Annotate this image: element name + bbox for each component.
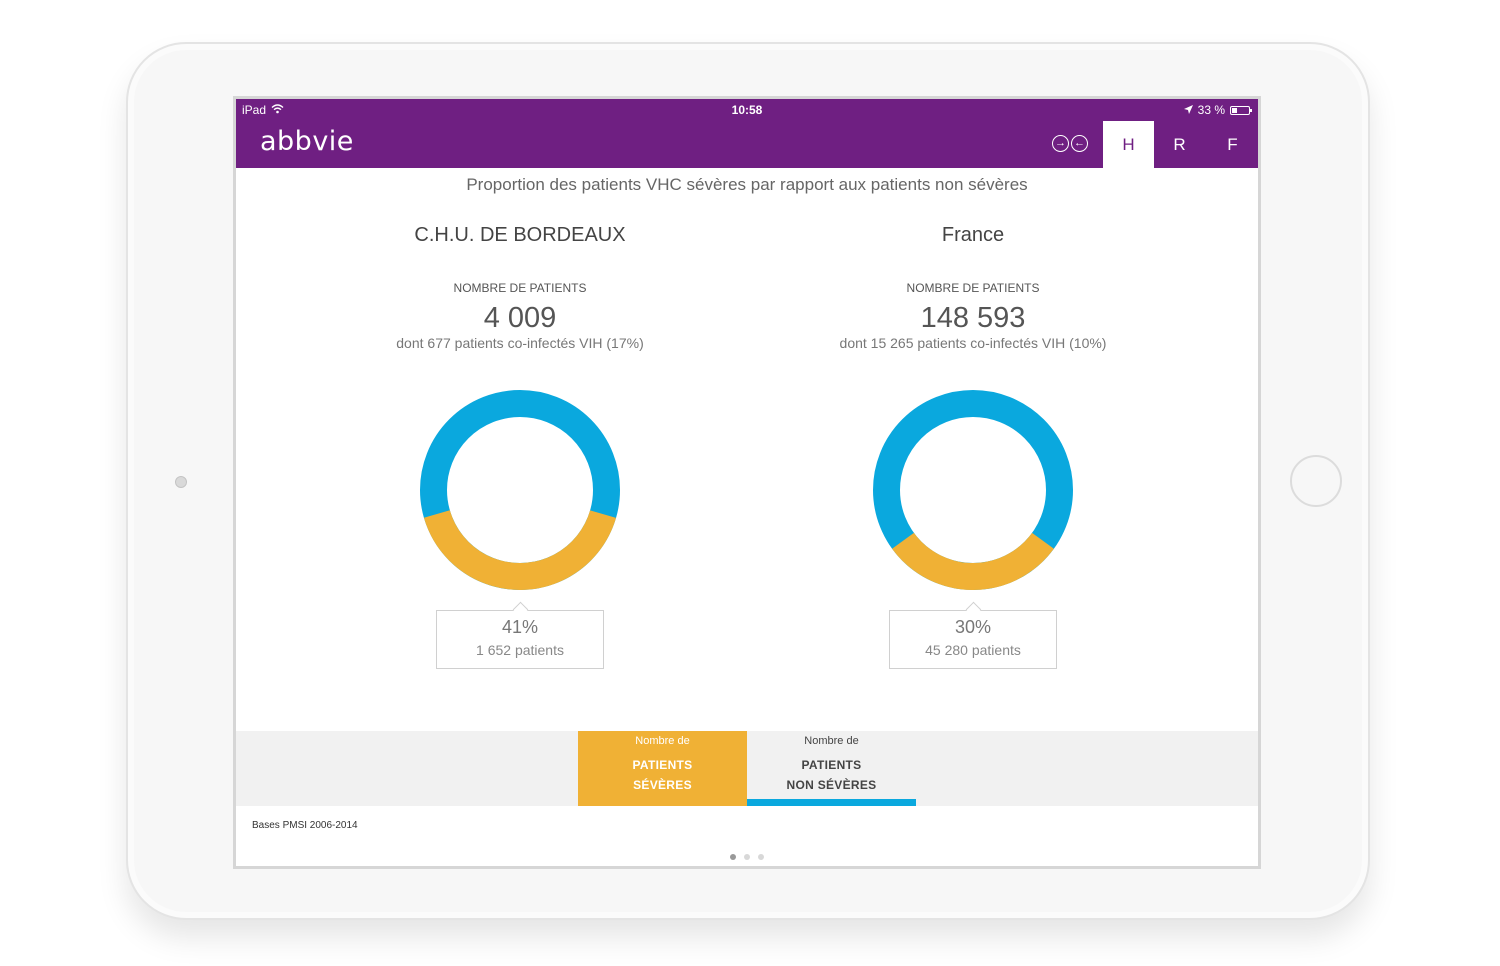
tab-h[interactable]: H <box>1103 121 1154 168</box>
clock: 10:58 <box>731 103 763 117</box>
severe-percent: 30% <box>954 617 992 637</box>
legend-nonsevere-button[interactable]: Nombre de PATIENTS NON SÉVÈRES <box>747 731 916 806</box>
severe-percent: 41% <box>501 617 539 637</box>
panel-caption: NOMBRE DE PATIENTS <box>453 281 587 295</box>
coinfected-text: dont 15 265 patients co-infectés VIH (10… <box>839 335 1107 351</box>
page-dot[interactable] <box>730 854 736 860</box>
donut-chart-france[interactable] <box>872 389 1074 591</box>
panel-france: France NOMBRE DE PATIENTS 148 593 dont 1… <box>773 219 1173 351</box>
tab-f[interactable]: F <box>1227 135 1238 154</box>
battery-percent: 33 % <box>1197 103 1225 117</box>
legend-line: SÉVÈRES <box>633 778 692 792</box>
patient-count: 4 009 <box>483 302 557 334</box>
source-note: Bases PMSI 2006-2014 <box>252 820 358 831</box>
arrow-left-icon[interactable]: ← <box>1071 135 1088 152</box>
donut-severe-segment <box>420 390 620 590</box>
panel-chu-bordeaux: C.H.U. DE BORDEAUX NOMBRE DE PATIENTS 4 … <box>320 219 720 351</box>
arrow-right-icon[interactable]: → <box>1052 135 1069 152</box>
donut-chart-chu[interactable] <box>419 389 621 591</box>
nav-bar: abbvie → ← H R F <box>236 121 1258 168</box>
legend-small-label: Nombre de <box>635 735 690 747</box>
legend-line: PATIENTS <box>801 758 862 772</box>
severe-patients: 45 280 patients <box>925 642 1021 658</box>
home-button[interactable] <box>1290 455 1342 507</box>
wifi-icon <box>271 99 284 121</box>
panel-name: C.H.U. DE BORDEAUX <box>414 224 626 246</box>
legend-severe-button[interactable]: Nombre de PATIENTS SÉVÈRES <box>578 731 747 806</box>
legend-bar: Nombre de PATIENTS SÉVÈRES Nombre de PAT… <box>236 731 1258 806</box>
battery-icon <box>1230 105 1252 115</box>
donut-severe-segment <box>873 390 1073 590</box>
location-icon <box>1183 99 1193 121</box>
legend-small-label: Nombre de <box>804 735 859 747</box>
page-dot[interactable] <box>758 854 764 860</box>
navigation-arrows: → ← <box>1052 135 1088 152</box>
page-dot[interactable] <box>744 854 750 860</box>
page-title: Proportion des patients VHC sévères par … <box>466 175 1028 194</box>
panel-caption: NOMBRE DE PATIENTS <box>906 281 1040 295</box>
carrier: iPad <box>242 103 267 117</box>
severe-patients: 1 652 patients <box>476 642 564 658</box>
abbvie-logo: abbvie <box>260 126 354 157</box>
app-screen: iPad 10:58 33 % abbvie → ← H R F Proport… <box>233 96 1261 869</box>
page-indicator[interactable] <box>236 847 1258 865</box>
camera <box>175 476 187 488</box>
tab-r[interactable]: R <box>1173 135 1186 154</box>
status-bar: iPad 10:58 33 % <box>236 99 1258 121</box>
severe-callout: 30% 45 280 patients <box>889 610 1057 669</box>
coinfected-text: dont 677 patients co-infectés VIH (17%) <box>396 335 644 351</box>
legend-line: NON SÉVÈRES <box>786 778 877 792</box>
patient-count: 148 593 <box>920 302 1026 334</box>
panel-name: France <box>941 224 1005 246</box>
legend-line: PATIENTS <box>632 758 693 772</box>
severe-callout: 41% 1 652 patients <box>436 610 604 669</box>
